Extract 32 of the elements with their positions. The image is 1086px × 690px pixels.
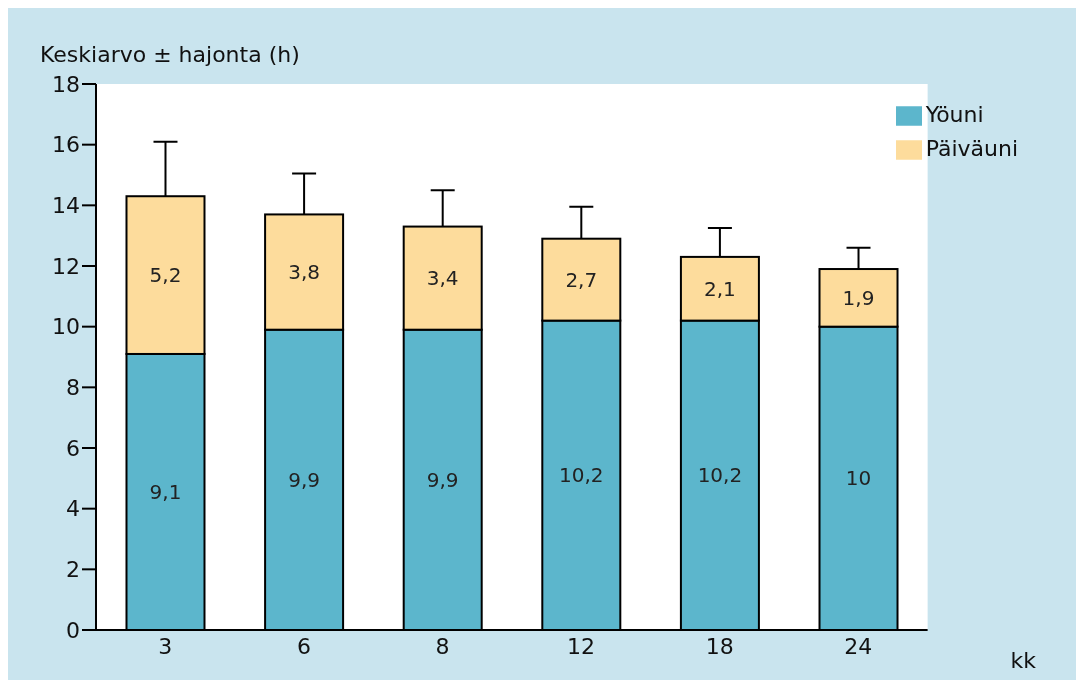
- data-label: 2,7: [565, 267, 598, 292]
- y-tick-label: 4: [66, 496, 80, 522]
- x-tick-label: 8: [435, 633, 450, 659]
- data-label: 10: [845, 466, 872, 491]
- y-tick-label: 18: [52, 71, 80, 97]
- x-tick-label: 18: [705, 633, 734, 659]
- data-label: 3,4: [426, 266, 459, 291]
- data-label: 10,2: [697, 463, 743, 488]
- data-label: 9,9: [288, 467, 320, 492]
- data-label: 10,2: [559, 463, 604, 488]
- legend-label: Yöuni: [925, 102, 984, 127]
- y-tick-label: 8: [66, 375, 80, 401]
- legend-label: Päiväuni: [925, 136, 1018, 161]
- y-tick-label: 6: [66, 435, 80, 461]
- y-tick-label: 0: [66, 617, 80, 643]
- x-axis-title: kk: [1010, 648, 1036, 673]
- data-label: 2,1: [704, 276, 736, 301]
- data-label: 1,9: [842, 285, 875, 310]
- x-tick-label: 6: [296, 633, 311, 659]
- y-tick-label: 16: [52, 132, 80, 158]
- x-tick-label: 3: [158, 633, 173, 659]
- y-tick-label: 2: [66, 557, 80, 583]
- y-tick-label: 10: [52, 314, 80, 340]
- y-axis-title: Keskiarvo ± hajonta (h): [40, 42, 300, 67]
- y-tick-label: 12: [52, 253, 80, 279]
- data-label: 9,1: [149, 480, 182, 505]
- data-label: 3,8: [288, 260, 320, 285]
- data-label: 5,2: [149, 263, 182, 288]
- data-label: 9,9: [426, 467, 459, 492]
- y-tick-label: 14: [52, 193, 80, 219]
- x-tick-label: 12: [567, 633, 596, 659]
- x-tick-label: 24: [844, 633, 873, 659]
